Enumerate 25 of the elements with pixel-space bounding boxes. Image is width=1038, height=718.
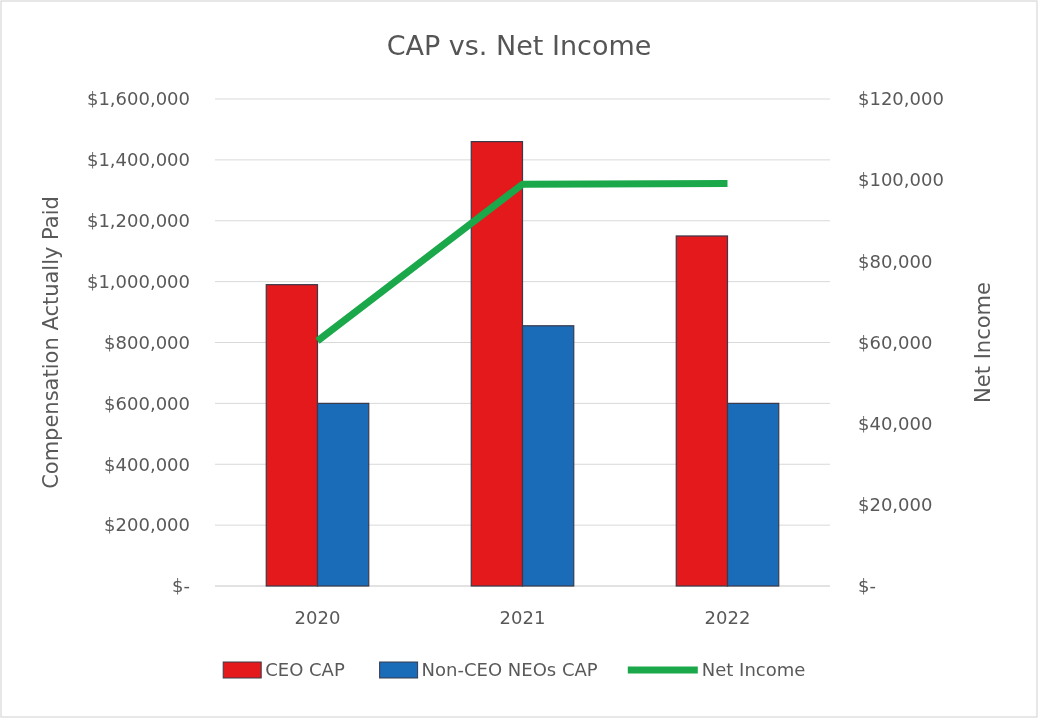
y2-tick-label: $80,000 — [858, 250, 933, 272]
x-tick-label: 2020 — [294, 607, 341, 628]
y-tick-label: $200,000 — [104, 514, 190, 536]
y2-tick-label: $100,000 — [858, 169, 944, 191]
x-tick-label: 2022 — [704, 607, 751, 628]
y-tick-label: $1,600,000 — [86, 88, 190, 110]
y2-tick-label: $20,000 — [858, 494, 933, 516]
y2-tick-label: $- — [858, 575, 876, 597]
y2-tick-label: $120,000 — [858, 88, 944, 110]
y2-tick-label: $40,000 — [858, 412, 933, 434]
legend-label: Non-CEO NEOs CAP — [421, 659, 598, 681]
y-tick-label: $1,400,000 — [86, 149, 190, 171]
legend-label: Net Income — [701, 659, 806, 681]
y-tick-label: $1,200,000 — [86, 210, 190, 232]
y-tick-label: $400,000 — [104, 453, 190, 475]
chart-title: CAP vs. Net Income — [386, 30, 652, 61]
y-tick-label: $800,000 — [104, 331, 190, 353]
y-axis-title: Compensation Actually Paid — [39, 196, 63, 489]
x-tick-label: 2021 — [499, 607, 546, 628]
y2-axis-title: Net Income — [971, 282, 995, 403]
y-tick-label: $600,000 — [104, 392, 190, 414]
y-tick-label: $- — [172, 575, 190, 597]
legend-label: CEO CAP — [265, 659, 345, 681]
y2-tick-label: $60,000 — [858, 331, 933, 353]
y-tick-label: $1,000,000 — [86, 270, 190, 292]
